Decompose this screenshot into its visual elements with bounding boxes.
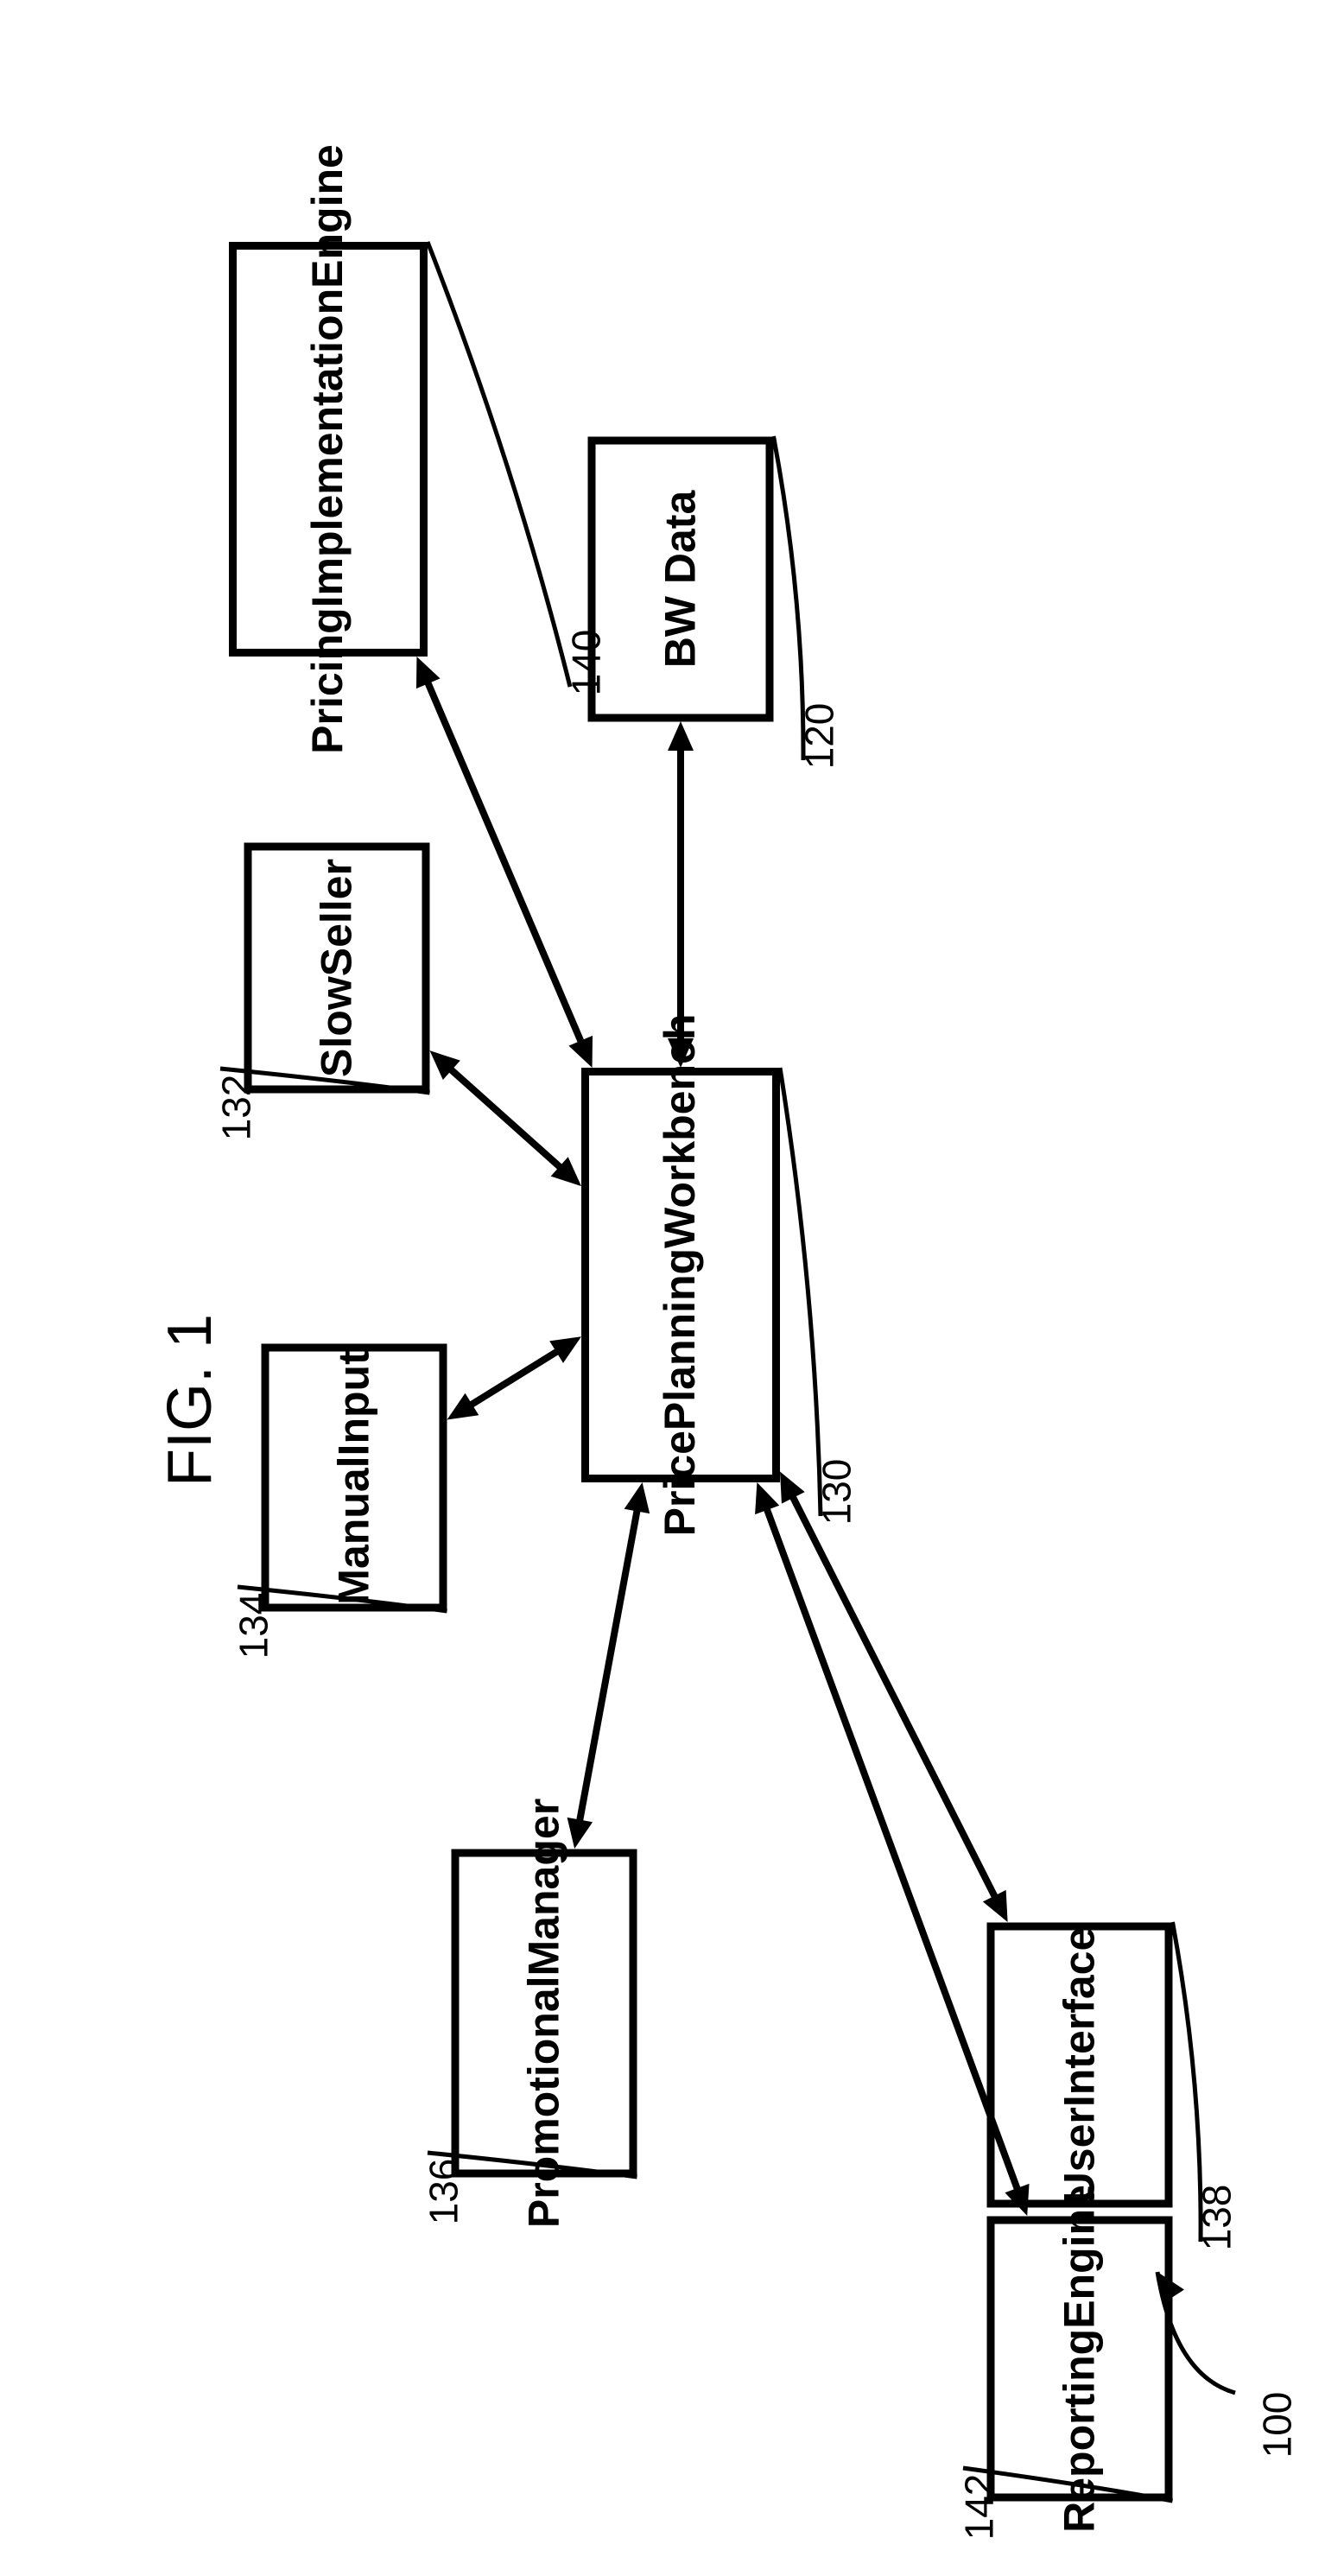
ref-100: 100 <box>1253 2392 1300 2459</box>
node-label-line: Engine <box>1055 2185 1105 2329</box>
node-label-line: Manual <box>329 1456 379 1604</box>
node-reporting-engine: ReportingEngine <box>987 2216 1173 2501</box>
ref-134: 134 <box>230 1593 276 1659</box>
node-label-line: Planning <box>656 1248 706 1431</box>
node-user-interface: UserInterface <box>987 1922 1173 2207</box>
node-label-line: Promotional <box>519 1976 569 2228</box>
node-label-line: Seller <box>312 859 362 976</box>
node-price-planning-workbench: PricePlanningWorkbench <box>581 1068 780 1482</box>
node-bw-data: BW Data <box>588 436 774 721</box>
node-label-line: Manager <box>519 1798 569 1976</box>
ref-130: 130 <box>813 1459 859 1526</box>
ref-120: 120 <box>796 703 842 770</box>
ref-142: 142 <box>955 2474 1002 2541</box>
node-label-line: BW Data <box>656 490 706 668</box>
node-manual-input: ManualInput <box>262 1343 447 1611</box>
node-promotional-manager: PromotionalManager <box>452 1849 637 2177</box>
node-label-line: Slow <box>312 976 362 1077</box>
node-pricing-implementation-engine: PricingImplementationEngine <box>229 242 428 657</box>
node-label-line: Input <box>329 1350 379 1456</box>
node-label-line: Price <box>656 1431 706 1536</box>
node-label-line: Engine <box>303 144 353 289</box>
ref-140: 140 <box>562 630 609 696</box>
node-label-line: Interface <box>1055 1926 1105 2106</box>
node-label-line: Workbench <box>656 1014 706 1248</box>
node-slow-seller: SlowSeller <box>244 842 430 1093</box>
node-label-line: Pricing <box>303 607 353 753</box>
figure-canvas: PricePlanningWorkbench BW Data UserInter… <box>0 0 1344 2576</box>
ref-138: 138 <box>1193 2185 1239 2251</box>
figure-caption: FIG. 1 <box>155 1314 225 1487</box>
ref-136: 136 <box>420 2159 466 2225</box>
node-label-line: Reporting <box>1055 2328 1105 2532</box>
node-label-line: Implementation <box>303 289 353 607</box>
ref-132: 132 <box>212 1075 259 1141</box>
